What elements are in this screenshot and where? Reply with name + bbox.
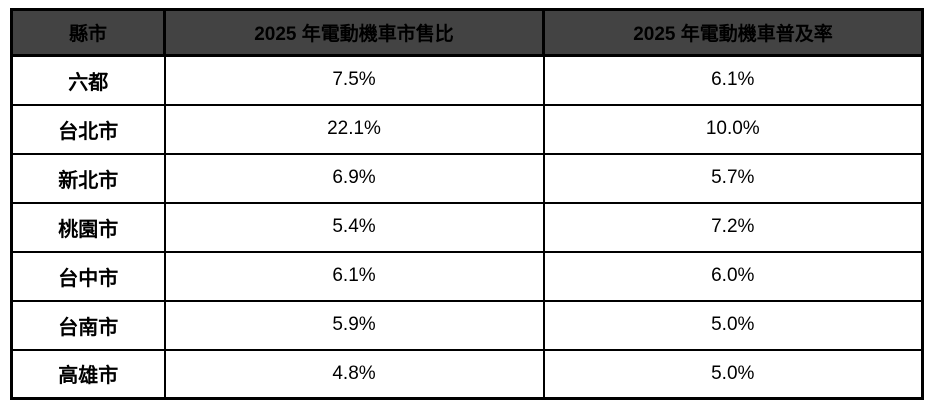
table-row: 台北市 22.1% 10.0%	[10, 103, 924, 155]
sales-ratio-cell: 4.8%	[163, 348, 545, 400]
table-row: 高雄市 4.8% 5.0%	[10, 348, 924, 400]
penetration-cell: 5.7%	[542, 152, 924, 204]
table-row: 新北市 6.9% 5.7%	[10, 152, 924, 204]
sales-ratio-cell: 7.5%	[163, 54, 545, 106]
city-cell: 台南市	[10, 299, 166, 351]
table-row: 台南市 5.9% 5.0%	[10, 299, 924, 351]
city-cell: 台中市	[10, 250, 166, 302]
sales-ratio-cell: 6.1%	[163, 250, 545, 302]
city-cell: 六都	[10, 54, 166, 106]
penetration-cell: 6.0%	[542, 250, 924, 302]
table-row: 六都 7.5% 6.1%	[10, 54, 924, 106]
sales-ratio-cell: 5.4%	[163, 201, 545, 253]
header-penetration: 2025 年電動機車普及率	[542, 8, 924, 57]
penetration-cell: 7.2%	[542, 201, 924, 253]
header-city: 縣市	[10, 8, 166, 57]
header-sales-ratio: 2025 年電動機車市售比	[163, 8, 545, 57]
city-cell: 高雄市	[10, 348, 166, 400]
table-row: 台中市 6.1% 6.0%	[10, 250, 924, 302]
ev-scooter-stats-table: 縣市 2025 年電動機車市售比 2025 年電動機車普及率 六都 7.5% 6…	[10, 8, 924, 400]
sales-ratio-cell: 6.9%	[163, 152, 545, 204]
penetration-cell: 6.1%	[542, 54, 924, 106]
penetration-cell: 5.0%	[542, 299, 924, 351]
table-header-row: 縣市 2025 年電動機車市售比 2025 年電動機車普及率	[10, 8, 924, 57]
city-cell: 台北市	[10, 103, 166, 155]
sales-ratio-cell: 5.9%	[163, 299, 545, 351]
city-cell: 新北市	[10, 152, 166, 204]
penetration-cell: 10.0%	[542, 103, 924, 155]
penetration-cell: 5.0%	[542, 348, 924, 400]
city-cell: 桃園市	[10, 201, 166, 253]
sales-ratio-cell: 22.1%	[163, 103, 545, 155]
table-row: 桃園市 5.4% 7.2%	[10, 201, 924, 253]
